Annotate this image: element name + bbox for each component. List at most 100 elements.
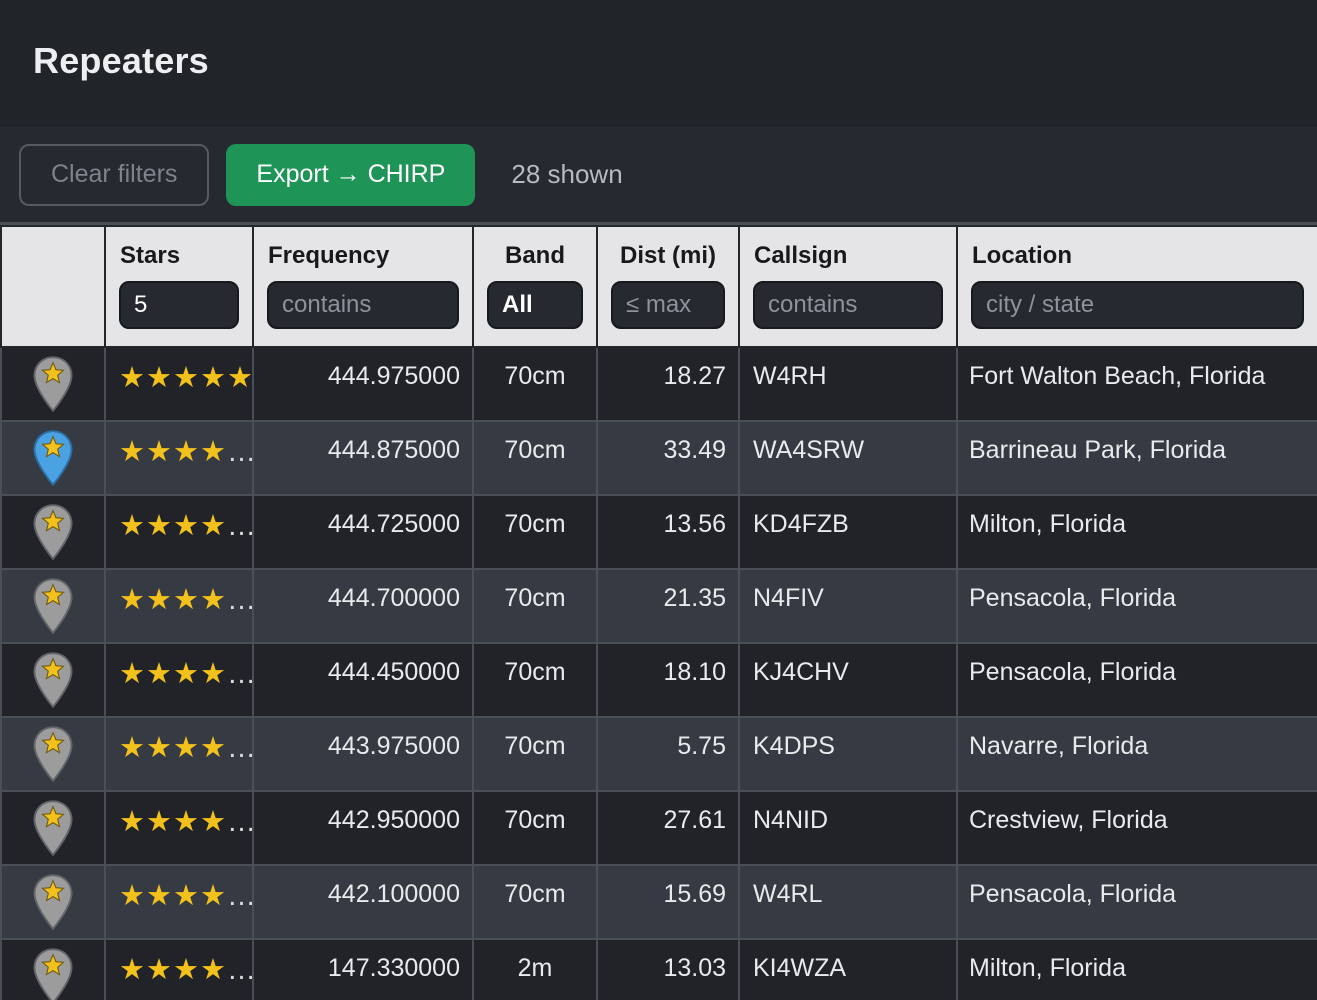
callsign-cell: WA4SRW [738,420,958,496]
location-cell: Navarre, Florida [956,716,1317,792]
table-row[interactable]: ★★★★… 442.100000 70cm 15.69 W4RL Pensaco… [0,864,1317,940]
table-row[interactable]: ★★★★… 444.875000 70cm 33.49 WA4SRW Barri… [0,420,1317,496]
dist-cell: 18.27 [596,346,740,422]
frequency-cell: 444.725000 [252,494,474,570]
repeaters-table-wrap: Stars Frequency Band All Dist (mi) Calls… [0,222,1317,1000]
band-cell: 2m [472,938,598,1000]
star-rating: ★★★★… [104,864,254,940]
page-title: Repeaters [33,40,209,81]
frequency-cell: 444.875000 [252,420,474,496]
table-body: ★★★★★ 444.975000 70cm 18.27 W4RH Fort Wa… [0,346,1317,1000]
map-pin-icon[interactable] [31,429,75,487]
star-rating-stars: ★★★★★ [119,362,253,394]
star-rating: ★★★★… [104,420,254,496]
map-pin-icon[interactable] [31,725,75,783]
band-cell: 70cm [472,346,598,422]
dist-cell: 33.49 [596,420,740,496]
column-header-dist: Dist (mi) [596,225,740,348]
clear-filters-button[interactable]: Clear filters [19,143,210,206]
column-header-pin [0,225,106,348]
map-pin-icon[interactable] [31,947,75,1000]
star-rating-stars: ★★★★ [119,510,227,542]
star-rating-ellipsis: … [227,584,251,616]
frequency-cell: 444.700000 [252,568,474,644]
export-chirp-button[interactable]: Export → CHIRP [226,143,476,206]
callsign-cell: N4NID [738,790,958,866]
band-cell: 70cm [472,716,598,792]
location-cell: Barrineau Park, Florida [956,420,1317,496]
band-cell: 70cm [472,568,598,644]
column-header-callsign: Callsign [738,225,958,348]
star-rating: ★★★★… [104,568,254,644]
star-rating: ★★★★… [104,938,254,1000]
location-filter-input[interactable] [971,281,1304,329]
column-header-frequency: Frequency [252,225,474,348]
star-rating-ellipsis: … [227,510,251,542]
star-rating: ★★★★… [104,790,254,866]
star-rating-stars: ★★★★ [119,658,227,690]
frequency-cell: 442.100000 [252,864,474,940]
column-header-stars: Stars [104,225,254,348]
callsign-cell: KJ4CHV [738,642,958,718]
map-pin-icon[interactable] [31,651,75,709]
star-rating-stars: ★★★★ [119,584,227,616]
dist-filter-input[interactable] [611,281,725,329]
band-cell: 70cm [472,420,598,496]
callsign-cell: KI4WZA [738,938,958,1000]
stars-filter-input[interactable] [119,281,239,329]
star-rating-ellipsis: … [227,954,251,986]
star-rating-ellipsis: … [227,880,251,912]
band-cell: 70cm [472,790,598,866]
band-cell: 70cm [472,494,598,570]
location-cell: Milton, Florida [956,938,1317,1000]
table-row[interactable]: ★★★★★ 444.975000 70cm 18.27 W4RH Fort Wa… [0,346,1317,422]
map-pin-icon[interactable] [31,355,75,413]
star-rating-ellipsis: … [227,658,251,690]
callsign-cell: K4DPS [738,716,958,792]
star-rating: ★★★★… [104,642,254,718]
map-pin-icon[interactable] [31,577,75,635]
star-rating-stars: ★★★★ [119,732,227,764]
star-rating-ellipsis: … [227,806,251,838]
callsign-cell: KD4FZB [738,494,958,570]
map-pin-icon[interactable] [31,503,75,561]
location-cell: Pensacola, Florida [956,568,1317,644]
map-pin-icon[interactable] [31,799,75,857]
location-cell: Pensacola, Florida [956,642,1317,718]
frequency-cell: 147.330000 [252,938,474,1000]
table-header-row: Stars Frequency Band All Dist (mi) Calls… [0,225,1317,348]
band-filter-select[interactable]: All [487,281,583,329]
location-cell: Fort Walton Beach, Florida [956,346,1317,422]
table-row[interactable]: ★★★★… 444.450000 70cm 18.10 KJ4CHV Pensa… [0,642,1317,718]
dist-cell: 5.75 [596,716,740,792]
table-row[interactable]: ★★★★… 442.950000 70cm 27.61 N4NID Crestv… [0,790,1317,866]
band-cell: 70cm [472,864,598,940]
frequency-cell: 444.975000 [252,346,474,422]
dist-cell: 21.35 [596,568,740,644]
star-rating-stars: ★★★★ [119,436,227,468]
star-rating-stars: ★★★★ [119,880,227,912]
map-pin-icon[interactable] [31,873,75,931]
callsign-cell: W4RL [738,864,958,940]
column-header-band: Band All [472,225,598,348]
callsign-filter-input[interactable] [753,281,943,329]
table-row[interactable]: ★★★★… 444.700000 70cm 21.35 N4FIV Pensac… [0,568,1317,644]
star-rating-stars: ★★★★ [119,806,227,838]
shown-count: 28 shown [511,159,623,189]
callsign-cell: N4FIV [738,568,958,644]
table-row[interactable]: ★★★★… 443.975000 70cm 5.75 K4DPS Navarre… [0,716,1317,792]
table-row[interactable]: ★★★★… 147.330000 2m 13.03 KI4WZA Milton,… [0,938,1317,1000]
dist-cell: 13.56 [596,494,740,570]
frequency-filter-input[interactable] [267,281,459,329]
frequency-cell: 444.450000 [252,642,474,718]
frequency-cell: 442.950000 [252,790,474,866]
dist-cell: 27.61 [596,790,740,866]
app-header: Repeaters [0,0,1317,127]
location-cell: Milton, Florida [956,494,1317,570]
star-rating-stars: ★★★★ [119,954,227,986]
dist-cell: 15.69 [596,864,740,940]
table-row[interactable]: ★★★★… 444.725000 70cm 13.56 KD4FZB Milto… [0,494,1317,570]
star-rating-ellipsis: … [227,732,251,764]
dist-cell: 13.03 [596,938,740,1000]
column-header-location: Location [956,225,1317,348]
